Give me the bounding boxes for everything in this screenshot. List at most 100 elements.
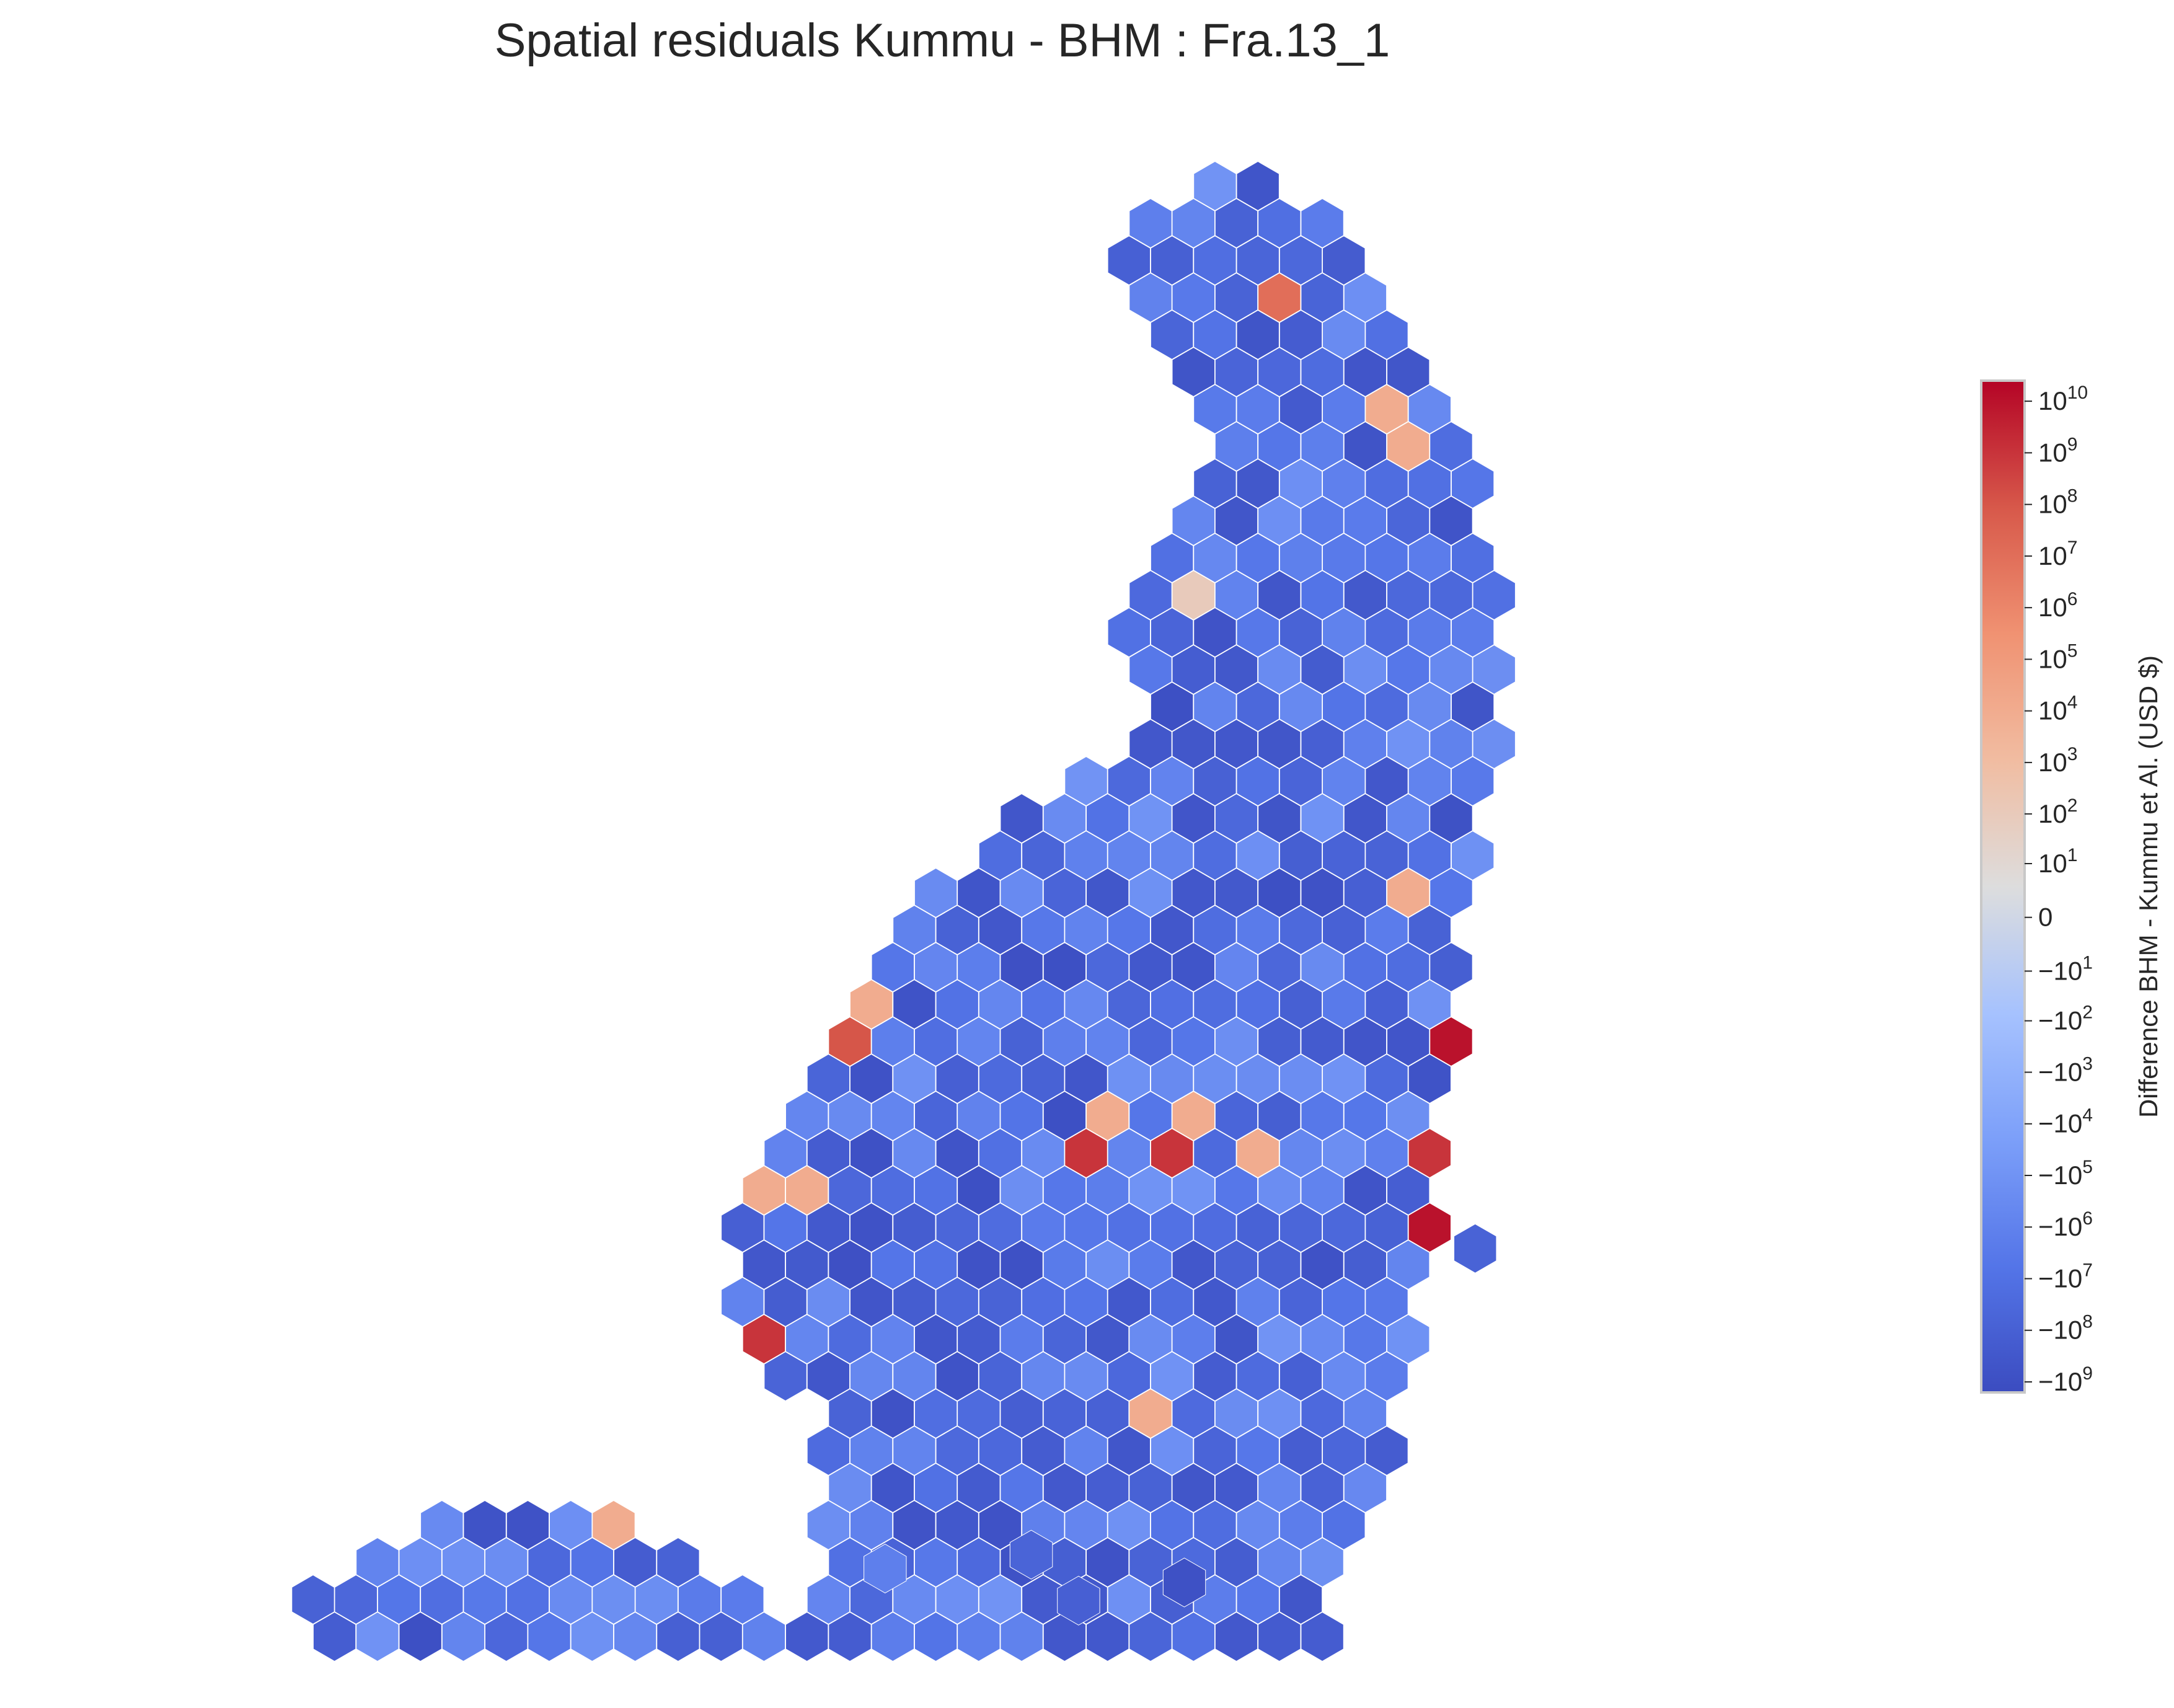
colorbar-tick-label: −106	[2038, 1208, 2093, 1241]
hex-cell	[849, 1277, 893, 1327]
hex-cell	[1236, 681, 1279, 732]
hex-cell-hotspot	[1387, 867, 1430, 918]
hex-cell	[1107, 235, 1151, 286]
hex-cell	[549, 1574, 593, 1625]
hex-cell	[1043, 1239, 1087, 1290]
hex-cell	[764, 1202, 807, 1253]
hex-cell	[1214, 1091, 1258, 1141]
hex-cell	[1064, 1202, 1108, 1253]
hex-cell	[1150, 1053, 1194, 1104]
hex-cell	[1322, 979, 1366, 1030]
hex-cell	[828, 1388, 872, 1439]
hex-cell	[1022, 1128, 1065, 1179]
hex-cell	[935, 1277, 979, 1327]
hex-cell	[1451, 756, 1495, 807]
hex-cell	[1429, 495, 1473, 546]
hex-cell	[1150, 756, 1194, 807]
hex-cell	[656, 1537, 700, 1588]
hex-cell	[635, 1574, 678, 1625]
hex-cell-hotspot	[1408, 1128, 1451, 1179]
hex-cell	[1322, 235, 1366, 286]
hex-cell	[1193, 830, 1237, 881]
hex-cell	[1000, 1388, 1043, 1439]
hex-cell	[828, 1314, 872, 1365]
hex-cell	[1236, 1425, 1279, 1476]
hex-cell-hotspot	[828, 1016, 872, 1067]
hex-cell	[914, 1537, 958, 1588]
hex-cell	[957, 1239, 1001, 1290]
hex-cell	[485, 1611, 528, 1662]
colorbar-tick-label: 1010	[2038, 383, 2088, 415]
hex-cell	[1365, 1053, 1408, 1104]
hex-cell	[1172, 1611, 1215, 1662]
hex-cell	[528, 1611, 571, 1662]
hex-cell	[1064, 756, 1108, 807]
colorbar-tick-label: 102	[2038, 795, 2077, 828]
hex-cell	[1365, 979, 1408, 1030]
hex-cell	[1000, 1314, 1043, 1365]
hex-cell	[506, 1500, 550, 1551]
hex-cell	[1236, 979, 1279, 1030]
hex-cell	[1451, 830, 1495, 881]
hex-cell	[957, 1165, 1001, 1216]
hex-cell	[506, 1574, 550, 1625]
hex-cell	[1322, 830, 1366, 881]
hex-cell	[420, 1574, 464, 1625]
hex-cell	[334, 1574, 378, 1625]
hex-cell	[678, 1574, 722, 1625]
hex-cell	[1150, 1351, 1194, 1402]
hex-cell	[1343, 421, 1387, 472]
hex-cell	[1322, 1128, 1366, 1179]
hex-cell	[1107, 756, 1151, 807]
hex-cell	[978, 830, 1022, 881]
hex-cell	[871, 1091, 914, 1141]
hex-cell	[1322, 1500, 1366, 1551]
hex-cell	[1214, 198, 1258, 249]
hex-cell	[1214, 421, 1258, 472]
hex-cell	[1214, 570, 1258, 621]
hex-cell	[1258, 1239, 1301, 1290]
hex-cell	[1258, 644, 1301, 695]
hex-cell	[1214, 1537, 1258, 1588]
hex-cell	[914, 867, 958, 918]
hex-cell	[1301, 421, 1344, 472]
hex-cell	[1172, 1165, 1215, 1216]
hex-cell	[1236, 1277, 1279, 1327]
hex-cell	[1365, 1128, 1408, 1179]
hex-cell	[1387, 1016, 1430, 1067]
hex-cell	[1043, 1091, 1087, 1141]
hex-cell	[871, 1388, 914, 1439]
hex-cell	[592, 1574, 635, 1625]
hex-cell	[1150, 1425, 1194, 1476]
hex-cell	[613, 1537, 657, 1588]
hex-cell	[849, 1500, 893, 1551]
hex-cell	[1064, 830, 1108, 881]
hex-cell	[893, 1202, 936, 1253]
hex-cell	[1193, 533, 1237, 583]
hex-cell	[1086, 1239, 1129, 1290]
colorbar-tick-label: −102	[2038, 1002, 2093, 1035]
hex-cell	[1043, 1016, 1087, 1067]
hex-cell	[485, 1537, 528, 1588]
hex-cell	[1258, 421, 1301, 472]
hex-cell	[978, 1202, 1022, 1253]
hex-cell	[1172, 644, 1215, 695]
hex-cell	[914, 1462, 958, 1513]
hex-cell	[1172, 719, 1215, 769]
hex-cell-hotspot	[742, 1165, 786, 1216]
hex-cell-hotspot	[742, 1314, 786, 1365]
hex-cell	[1279, 607, 1323, 658]
hex-cell	[1365, 1351, 1408, 1402]
hex-cell	[1043, 793, 1087, 844]
hex-cell	[849, 1053, 893, 1104]
hex-cell	[1022, 1053, 1065, 1104]
hex-cell	[1258, 1165, 1301, 1216]
hex-cell	[1301, 719, 1344, 769]
hex-cell	[893, 979, 936, 1030]
colorbar: 10101091081071061051041031021010−101−102…	[1980, 379, 2163, 1396]
hex-cell	[1000, 1239, 1043, 1290]
hex-cell	[1387, 1239, 1430, 1290]
hex-cell	[1429, 421, 1473, 472]
hex-cell	[1387, 719, 1430, 769]
hex-cell	[1365, 607, 1408, 658]
